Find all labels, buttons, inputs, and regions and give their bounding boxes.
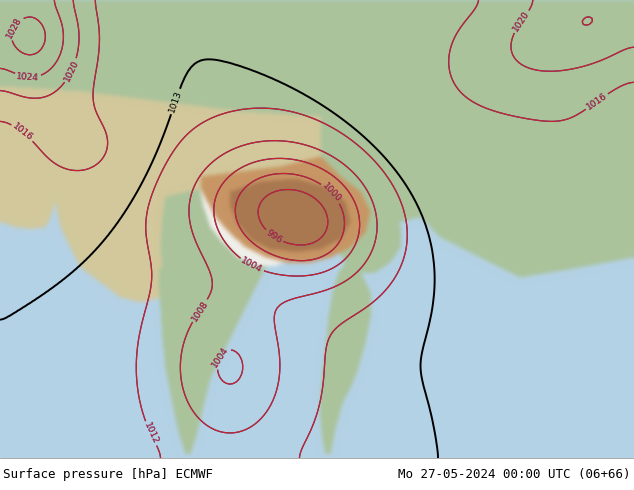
Text: 1004: 1004 (210, 344, 230, 368)
Text: 1012: 1012 (142, 421, 160, 446)
Text: 1020: 1020 (511, 9, 531, 33)
Text: 1024: 1024 (16, 72, 39, 82)
Text: 1028: 1028 (4, 16, 23, 40)
Text: Surface pressure [hPa] ECMWF: Surface pressure [hPa] ECMWF (3, 467, 213, 481)
Text: 1004: 1004 (240, 256, 264, 275)
Text: 1020: 1020 (63, 58, 81, 83)
Text: 1000: 1000 (320, 181, 342, 204)
Text: 1016: 1016 (585, 91, 609, 112)
Text: 1004: 1004 (210, 344, 230, 368)
Text: 1004: 1004 (240, 256, 264, 275)
Text: Mo 27-05-2024 00:00 UTC (06+66): Mo 27-05-2024 00:00 UTC (06+66) (398, 467, 631, 481)
Text: 1024: 1024 (16, 72, 39, 82)
Text: 1016: 1016 (11, 122, 34, 143)
Text: 1012: 1012 (142, 421, 160, 446)
Text: 1020: 1020 (511, 9, 531, 33)
Text: 1016: 1016 (585, 91, 609, 112)
Text: 1008: 1008 (190, 298, 210, 322)
Text: 1013: 1013 (167, 89, 183, 114)
Text: 996: 996 (264, 228, 283, 245)
Text: 1028: 1028 (4, 16, 23, 40)
Text: 1008: 1008 (190, 298, 210, 322)
Text: 1016: 1016 (11, 122, 34, 143)
Text: 1000: 1000 (320, 181, 342, 204)
Text: 996: 996 (264, 228, 283, 245)
Text: 1020: 1020 (63, 58, 81, 83)
